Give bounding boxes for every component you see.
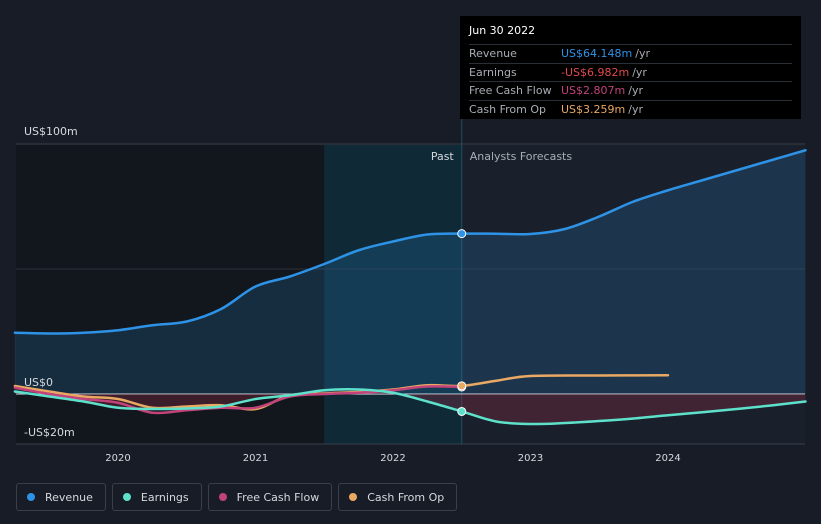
- tooltip-label: Cash From Op: [469, 102, 547, 116]
- series-lines: [13, 149, 807, 426]
- y-tick-label: US$0: [24, 376, 53, 389]
- free-cash-flow-line: [13, 385, 463, 415]
- revenue-line: [13, 149, 807, 335]
- legend-item-earnings[interactable]: Earnings: [111, 483, 202, 511]
- cash-from-op-marker: [457, 381, 467, 391]
- tooltip-label: Revenue: [469, 47, 517, 61]
- x-tick-label: 2022: [380, 453, 405, 464]
- legend-label: Earnings: [140, 490, 189, 504]
- axis-labels: US$100m US$0 -US$20m 2020 2021 2022 2023 2024 Pa…: [24, 125, 681, 464]
- revenue-area: [14, 150, 806, 394]
- series-areas: [14, 150, 806, 425]
- tooltip-value: -US$6.982m: [561, 65, 630, 79]
- tooltip-value: US$2.807m: [561, 84, 626, 98]
- legend-dot-icon: [349, 493, 358, 501]
- past-label: Past: [431, 150, 455, 163]
- tooltip-date: Jun 30 2022: [469, 24, 536, 37]
- legend-label: Cash From Op: [367, 490, 445, 504]
- tooltip: Jun 30 2022 Revenue US$64.148m /yr Earni…: [460, 16, 801, 119]
- legend-label: Free Cash Flow: [236, 490, 320, 504]
- earnings-marker: [457, 406, 467, 416]
- legend: Revenue Earnings Free Cash Flow Cash Fro…: [16, 483, 458, 511]
- tooltip-value: US$64.148m: [561, 47, 633, 61]
- tooltip-label: Free Cash Flow: [469, 84, 552, 98]
- tooltip-row-earnings: Earnings -US$6.982m /yr: [469, 62, 792, 82]
- earnings-line: [13, 388, 807, 426]
- revenue-marker: [457, 229, 467, 239]
- x-tick-label: 2021: [243, 453, 268, 464]
- tooltip-value: US$3.259m: [561, 102, 626, 116]
- y-tick-label: -US$20m: [24, 426, 75, 439]
- tooltip-row-revenue: Revenue US$64.148m /yr: [469, 44, 792, 63]
- x-tick-label: 2024: [655, 453, 680, 464]
- x-tick-label: 2020: [105, 453, 130, 464]
- legend-label: Revenue: [45, 490, 93, 504]
- x-tick-label: 2023: [518, 453, 543, 464]
- earnings-area: [14, 389, 806, 425]
- tooltip-unit: /yr: [632, 65, 647, 79]
- forecast-label: Analysts Forecasts: [470, 150, 573, 163]
- tooltip-unit: /yr: [628, 102, 643, 116]
- legend-item-cash-from-op[interactable]: Cash From Op: [338, 483, 458, 511]
- legend-dot-icon: [27, 493, 35, 501]
- tooltip-unit: /yr: [628, 84, 643, 98]
- y-tick-label: US$100m: [24, 125, 78, 138]
- legend-dot-icon: [122, 493, 131, 501]
- tooltip-label: Earnings: [469, 65, 517, 79]
- legend-item-free-cash-flow[interactable]: Free Cash Flow: [207, 483, 333, 511]
- tooltip-unit: /yr: [635, 47, 650, 61]
- tooltip-row-free-cash-flow: Free Cash Flow US$2.807m /yr: [469, 81, 792, 100]
- tooltip-row-cash-from-op: Cash From Op US$3.259m /yr: [469, 99, 792, 119]
- legend-item-revenue[interactable]: Revenue: [16, 483, 106, 511]
- hover-markers: [457, 229, 467, 416]
- legend-dot-icon: [218, 493, 227, 501]
